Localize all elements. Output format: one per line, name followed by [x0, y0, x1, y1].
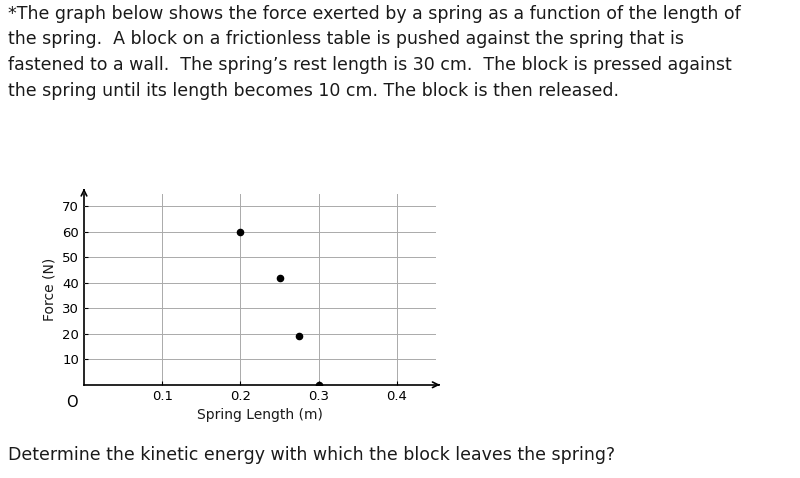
Text: *The graph below shows the force exerted by a spring as a function of the length: *The graph below shows the force exerted…: [8, 5, 741, 100]
Text: Determine the kinetic energy with which the block leaves the spring?: Determine the kinetic energy with which …: [8, 445, 615, 464]
X-axis label: Spring Length (m): Spring Length (m): [197, 408, 323, 422]
Point: [234, 228, 247, 236]
Text: O: O: [66, 395, 78, 410]
Point: [293, 333, 306, 340]
Point: [273, 274, 286, 282]
Point: [312, 381, 325, 389]
Y-axis label: Force (N): Force (N): [42, 258, 57, 321]
